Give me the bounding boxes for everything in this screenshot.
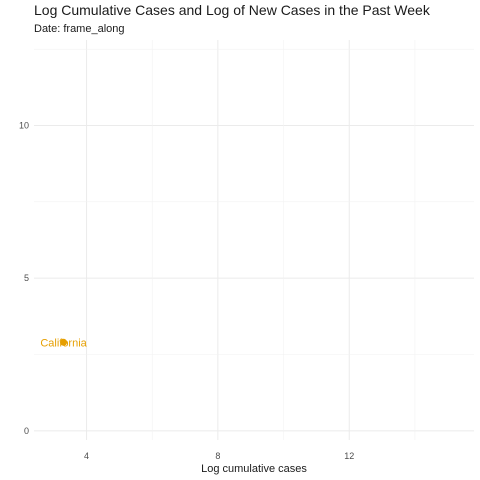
x-axis-title: Log cumulative cases [201,463,307,475]
x-tick-label: 8 [215,451,220,461]
x-axis-ticks: 4 8 12 [84,451,354,461]
chart-subtitle: Date: frame_along [34,23,125,35]
y-axis-ticks: 0 5 10 [19,120,29,435]
x-tick-label: 4 [84,451,89,461]
data-points: California [40,337,87,349]
grid-minor [34,40,474,440]
chart-title: Log Cumulative Cases and Log of New Case… [34,2,431,18]
data-point-label: California [40,337,87,349]
data-point [60,338,68,346]
y-tick-label: 10 [19,120,29,130]
y-tick-label: 0 [24,426,29,436]
x-tick-label: 12 [344,451,354,461]
grid-major [34,40,474,440]
y-tick-label: 5 [24,273,29,283]
